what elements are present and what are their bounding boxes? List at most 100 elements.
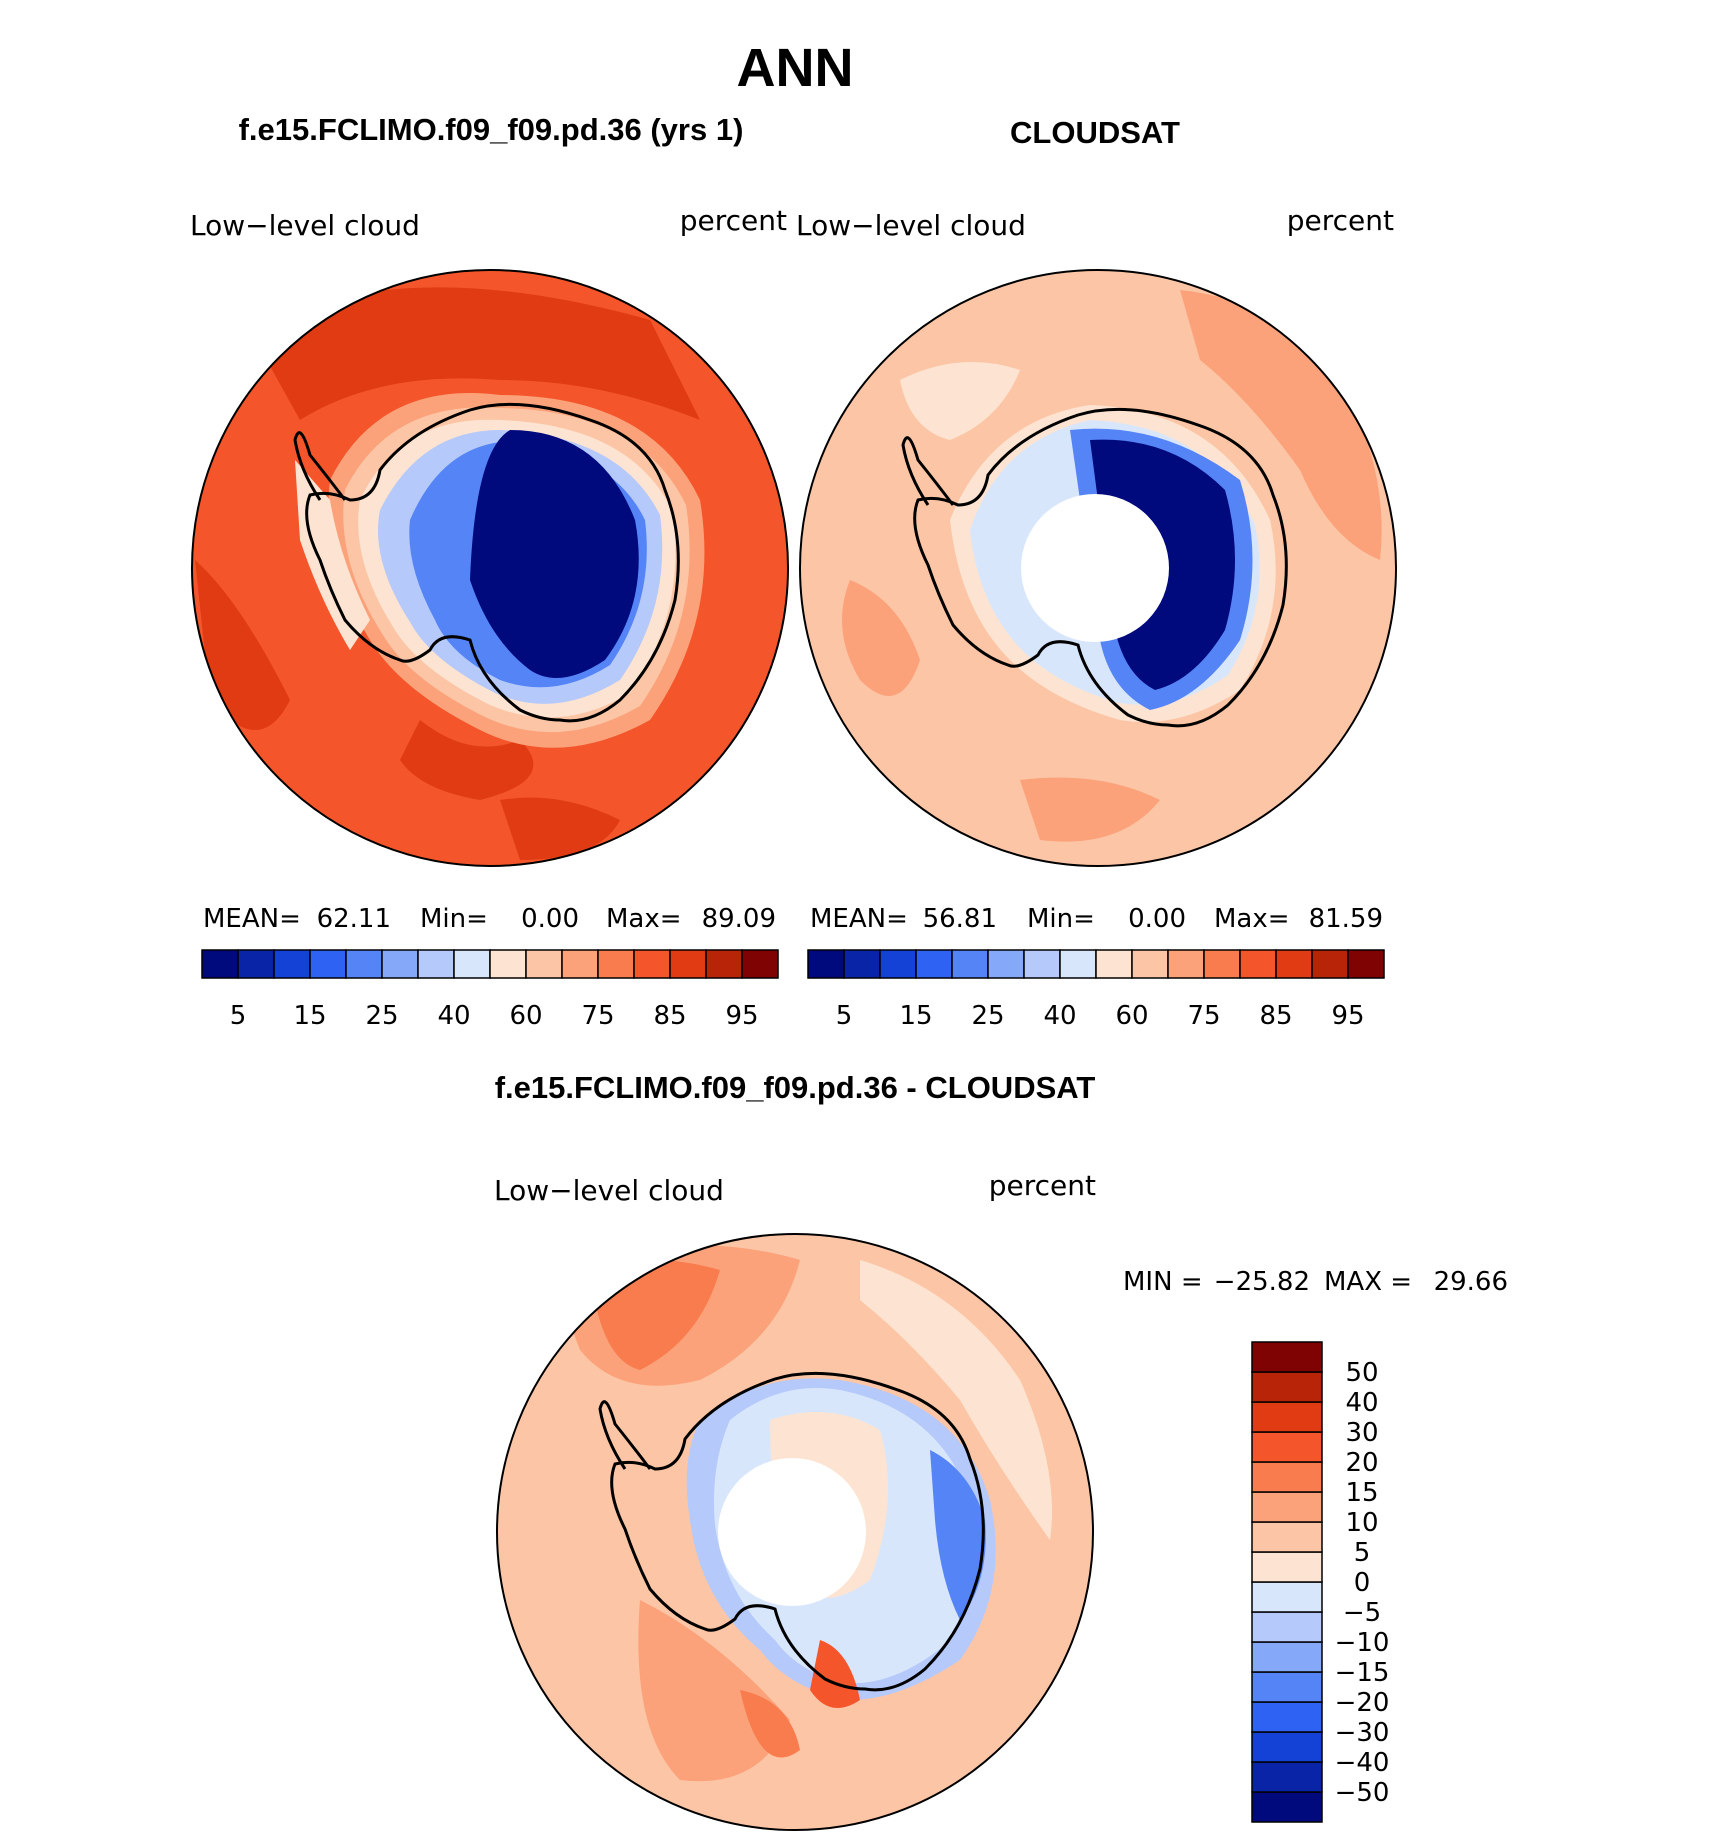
panel-diff-colorbar-tick-label: −50 xyxy=(1335,1778,1390,1808)
panel-obs-colorbar-swatch xyxy=(1347,949,1385,979)
panel-diff-colorbar-swatch xyxy=(1251,1641,1323,1673)
panel-obs-colorbar-tick-label: 40 xyxy=(1043,1001,1076,1031)
panel-obs-colorbar-swatch xyxy=(915,949,953,979)
panel-model-colorbar-tick-label: 85 xyxy=(653,1001,686,1031)
panel-diff-colorbar-swatch xyxy=(1251,1581,1323,1613)
panel-obs-colorbar-swatch xyxy=(987,949,1025,979)
panel-model-colorbar-swatch xyxy=(705,949,743,979)
panel-diff-map xyxy=(497,1234,1093,1830)
panel-model-map xyxy=(192,270,788,866)
panel-model-colorbar-swatch xyxy=(237,949,275,979)
panel-diff-colorbar-tick-label: −20 xyxy=(1335,1688,1390,1718)
panel-diff-colorbar-tick-label: 15 xyxy=(1345,1478,1378,1508)
panel-model-high-cloud-south2 xyxy=(500,797,620,860)
panel-diff-colorbar-tick-label: −10 xyxy=(1335,1628,1390,1658)
panel-diff-title: f.e15.FCLIMO.f09_f09.pd.36 - CLOUDSAT xyxy=(495,1070,1096,1105)
panel-obs-colorbar-swatch xyxy=(1311,949,1349,979)
panel-model-units-label: percent xyxy=(680,204,787,237)
panel-obs-colorbar: 5 15 25 40 60 75 85 95 xyxy=(807,949,1385,1031)
panel-obs-colorbar-swatch xyxy=(807,949,845,979)
panel-model-colorbar-swatch xyxy=(453,949,491,979)
panel-obs-map xyxy=(800,270,1396,866)
panel-model-high-cloud-south xyxy=(400,720,534,800)
panel-model-map-border xyxy=(191,269,789,867)
panel-model-colorbar: 5 15 25 40 60 75 85 95 xyxy=(201,949,779,1031)
panel-model-colorbar-tick-label: 5 xyxy=(230,1001,247,1031)
panel-obs-colorbar-tick-label: 60 xyxy=(1115,1001,1148,1031)
panel-model-colorbar-tick-label: 95 xyxy=(725,1001,758,1031)
panel-obs-min-label: Min= xyxy=(1027,904,1095,934)
panel-obs-colorbar-swatch xyxy=(1095,949,1133,979)
panel-diff-colorbar-tick-label: 20 xyxy=(1345,1448,1378,1478)
panel-diff-colorbar-tick-label: 40 xyxy=(1345,1388,1378,1418)
panel-obs-mid-cloud-south xyxy=(1020,777,1160,842)
panel-model: f.e15.FCLIMO.f09_f09.pd.36 (yrs 1) Low−l… xyxy=(190,112,789,1031)
panel-obs-variable-label: Low−level cloud xyxy=(796,209,1026,242)
panel-model-colorbar-swatch xyxy=(597,949,635,979)
panel-obs-colorbar-tick-label: 5 xyxy=(836,1001,853,1031)
panel-diff: f.e15.FCLIMO.f09_f09.pd.36 - CLOUDSAT Lo… xyxy=(494,1070,1508,1831)
panel-model-plateau xyxy=(470,430,639,678)
panel-model-mean-label: MEAN= xyxy=(203,904,301,934)
panel-obs-colorbar-swatch xyxy=(879,949,917,979)
panel-diff-colorbar-tick-label: −5 xyxy=(1343,1598,1381,1628)
panel-diff-colorbar-tick-label: 5 xyxy=(1354,1538,1371,1568)
panel-model-peninsula-field xyxy=(295,460,370,650)
panel-diff-map-border xyxy=(496,1233,1094,1831)
panel-obs-colorbar-tick-label: 15 xyxy=(899,1001,932,1031)
panel-obs-colorbar-swatch xyxy=(1167,949,1205,979)
panel-obs-mean-value: 56.81 xyxy=(923,904,997,934)
panel-diff-colorbar-swatch xyxy=(1251,1791,1323,1823)
panel-model-colorbar-tick-label: 75 xyxy=(581,1001,614,1031)
panel-diff-colorbar-tick-label: −40 xyxy=(1335,1748,1390,1778)
panel-diff-colorbar-tick-label: 30 xyxy=(1345,1418,1378,1448)
panel-obs-colorbar-swatch xyxy=(1131,949,1169,979)
panel-diff-colorbar-swatch xyxy=(1251,1671,1323,1703)
panel-diff-colorbar-tick-label: −30 xyxy=(1335,1718,1390,1748)
panel-diff-units-label: percent xyxy=(989,1169,1096,1202)
panel-diff-colorbar-swatch xyxy=(1251,1401,1323,1433)
panel-obs-colorbar-swatch xyxy=(1275,949,1313,979)
panel-obs-max-value: 81.59 xyxy=(1309,904,1383,934)
panel-model-colorbar-swatch xyxy=(345,949,383,979)
panel-model-colorbar-swatch xyxy=(741,949,779,979)
panel-model-peninsula-coast xyxy=(293,431,347,501)
panel-diff-ross-positive xyxy=(810,1640,860,1708)
panel-obs-colorbar-swatch xyxy=(1203,949,1241,979)
panel-obs-units-label: percent xyxy=(1287,204,1394,237)
panel-obs-max-label: Max= xyxy=(1214,904,1290,934)
panel-obs-min-value: 0.00 xyxy=(1128,904,1186,934)
panel-model-coastline xyxy=(305,402,680,723)
panel-model-colorbar-tick-label: 40 xyxy=(437,1001,470,1031)
panel-model-colorbar-swatch xyxy=(525,949,563,979)
panel-obs-colorbar-swatch xyxy=(1059,949,1097,979)
panel-diff-ice-coast-negative xyxy=(930,1450,986,1620)
panel-diff-colorbar-swatch xyxy=(1251,1431,1323,1463)
panel-model-colorbar-swatch xyxy=(417,949,455,979)
panel-obs-mid-cloud-east xyxy=(1180,290,1382,560)
panel-diff-positive-south xyxy=(638,1600,790,1782)
panel-obs-coastline xyxy=(913,407,1288,728)
panel-diff-colorbar-tick-label: 10 xyxy=(1345,1508,1378,1538)
panel-diff-peninsula-coast xyxy=(598,1400,652,1470)
panel-obs-colorbar-tick-label: 25 xyxy=(971,1001,1004,1031)
panel-diff-colorbar-swatch xyxy=(1251,1701,1323,1733)
panel-model-high-cloud-west xyxy=(195,560,290,730)
panel-model-colorbar-swatch xyxy=(669,949,707,979)
panel-model-title: f.e15.FCLIMO.f09_f09.pd.36 (yrs 1) xyxy=(239,112,744,147)
panel-diff-colorbar-swatch xyxy=(1251,1761,1323,1793)
panel-diff-min-label: MIN = xyxy=(1123,1267,1203,1297)
panel-diff-near-zero-east xyxy=(860,1260,1052,1540)
panel-obs-low-cloud-north xyxy=(900,362,1020,440)
panel-diff-colorbar-swatch xyxy=(1251,1371,1323,1403)
panel-diff-min-value: −25.82 xyxy=(1214,1267,1310,1297)
main-title: ANN xyxy=(737,38,854,98)
panel-obs: CLOUDSAT Low−level cloud percent MEAN= 5… xyxy=(796,115,1397,1031)
panel-diff-colorbar-swatch xyxy=(1251,1521,1323,1553)
panel-diff-missing-center xyxy=(718,1458,866,1606)
panel-diff-max-label: MAX = xyxy=(1324,1267,1412,1297)
panel-obs-missing-center xyxy=(1021,494,1169,642)
panel-model-high-cloud-north xyxy=(250,287,700,420)
